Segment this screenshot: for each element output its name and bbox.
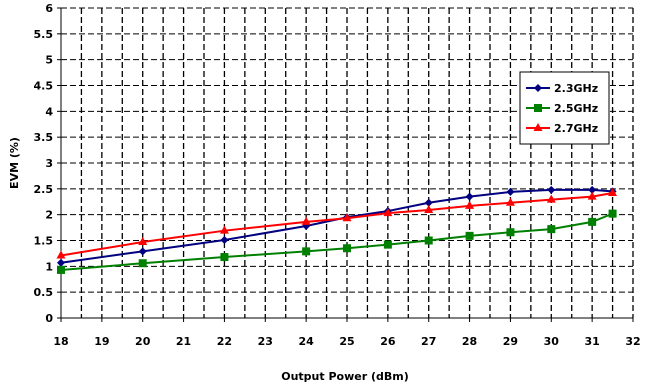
x-tick-label: 18: [53, 335, 68, 348]
x-tick-label: 32: [625, 335, 640, 348]
data-point-2.5GHz: [383, 240, 392, 249]
axes: [57, 7, 634, 322]
y-tick-label: 5: [45, 54, 53, 67]
legend-marker: [534, 84, 542, 92]
legend-label: 2.7GHz: [554, 122, 598, 135]
x-axis-title: Output Power (dBm): [281, 370, 409, 383]
data-point-2.5GHz: [588, 217, 597, 226]
data-point-2.7GHz: [138, 237, 148, 246]
data-point-2.7GHz: [587, 191, 597, 200]
y-tick-label: 1.5: [34, 235, 54, 248]
series-line-2.5GHz: [60, 212, 613, 271]
series-group: [56, 185, 618, 274]
y-tick-label: 0: [45, 312, 53, 325]
data-point-2.3GHz: [465, 192, 474, 201]
data-point-2.5GHz: [547, 225, 556, 234]
y-tick-label: 0.5: [34, 286, 54, 299]
data-point-2.5GHz: [138, 259, 147, 268]
data-point-2.7GHz: [219, 225, 229, 234]
y-tick-label: 2.5: [34, 183, 54, 196]
y-tick-label: 6: [45, 2, 53, 15]
gridlines: [61, 7, 634, 318]
x-tick-label: 28: [462, 335, 477, 348]
x-tick-label: 20: [135, 335, 151, 348]
legend-marker: [533, 123, 543, 131]
data-point-2.5GHz: [608, 209, 617, 218]
legend-marker: [534, 104, 542, 112]
data-point-2.5GHz: [220, 253, 229, 262]
data-point-2.5GHz: [302, 247, 311, 256]
data-point-2.7GHz: [301, 216, 311, 225]
data-point-2.7GHz: [465, 200, 475, 209]
data-point-2.5GHz: [424, 236, 433, 245]
x-tick-label: 22: [217, 335, 232, 348]
data-point-2.3GHz: [220, 235, 229, 244]
x-tick-label: 29: [503, 335, 518, 348]
data-point-2.7GHz: [424, 205, 434, 214]
data-point-2.3GHz: [57, 258, 65, 267]
y-tick-label: 2: [45, 209, 53, 222]
x-tick-label: 26: [380, 335, 396, 348]
y-tick-label: 3.5: [34, 131, 54, 144]
data-point-2.3GHz: [547, 185, 556, 194]
y-tick-label: 4.5: [34, 80, 54, 93]
x-tick-label: 21: [176, 335, 191, 348]
data-point-2.3GHz: [138, 247, 147, 256]
y-tick-label: 5.5: [34, 28, 54, 41]
x-tick-label: 24: [298, 335, 314, 348]
x-tick-label: 31: [584, 335, 599, 348]
x-tick-label: 23: [258, 335, 273, 348]
x-tick-label: 19: [94, 335, 109, 348]
data-point-2.7GHz: [608, 187, 618, 196]
tick-labels: 0 0.5 1 1.5 2 2.5 3 3.5 4 4.5 5 5.5 6 18 19 20 21 22 23 24 2…: [34, 2, 641, 348]
x-tick-label: 30: [544, 335, 560, 348]
series-line-2.7GHz: [60, 191, 613, 257]
x-tick-label: 27: [421, 335, 436, 348]
data-point-2.3GHz: [588, 185, 597, 194]
x-tick-label: 25: [339, 335, 354, 348]
data-point-2.5GHz: [57, 265, 65, 274]
data-point-2.3GHz: [506, 187, 515, 196]
data-point-2.5GHz: [465, 231, 474, 240]
data-point-2.7GHz: [56, 250, 66, 259]
data-point-2.7GHz: [505, 197, 515, 206]
data-point-2.5GHz: [343, 244, 351, 253]
data-point-2.3GHz: [424, 198, 433, 207]
y-axis-title: EVM (%): [8, 137, 21, 189]
legend: 2.3GHz 2.5GHz 2.7GHz: [519, 71, 610, 145]
legend-label: 2.5GHz: [554, 102, 598, 115]
series-line-2.3GHz: [60, 188, 613, 264]
y-tick-label: 1: [45, 260, 53, 273]
data-point-2.7GHz: [342, 213, 352, 222]
y-tick-label: 3: [45, 157, 53, 170]
data-point-2.7GHz: [546, 194, 556, 203]
y-tick-label: 4: [45, 105, 53, 118]
data-point-2.7GHz: [383, 208, 393, 217]
legend-label: 2.3GHz: [554, 82, 598, 95]
data-point-2.5GHz: [506, 228, 515, 237]
